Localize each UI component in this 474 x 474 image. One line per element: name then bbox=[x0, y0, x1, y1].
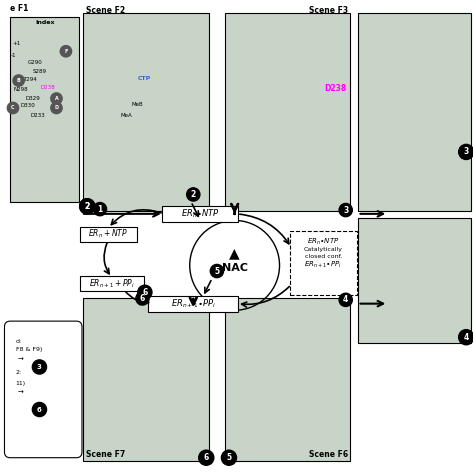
Bar bbox=[357, 12, 471, 211]
Text: $ER_{n+1}{\bullet}PP_i$: $ER_{n+1}{\bullet}PP_i$ bbox=[171, 297, 216, 310]
Circle shape bbox=[51, 102, 62, 114]
Text: 3: 3 bbox=[343, 206, 348, 215]
Text: 3: 3 bbox=[464, 147, 469, 156]
Text: 2: 2 bbox=[191, 190, 196, 199]
Text: D238: D238 bbox=[324, 83, 346, 92]
Text: Scene F6: Scene F6 bbox=[309, 450, 348, 459]
FancyBboxPatch shape bbox=[148, 296, 238, 312]
Text: 6: 6 bbox=[142, 288, 147, 297]
Circle shape bbox=[138, 285, 152, 300]
FancyBboxPatch shape bbox=[290, 231, 356, 295]
Text: B: B bbox=[17, 78, 20, 83]
Text: 2:: 2: bbox=[16, 370, 22, 375]
Circle shape bbox=[60, 46, 72, 57]
Text: Catalytically: Catalytically bbox=[304, 247, 343, 252]
Bar bbox=[225, 12, 350, 211]
Text: $ER_{n+1}{\bullet}PP_i$: $ER_{n+1}{\bullet}PP_i$ bbox=[304, 260, 342, 270]
Circle shape bbox=[80, 199, 95, 214]
Text: S289: S289 bbox=[33, 69, 47, 74]
Text: closed conf.: closed conf. bbox=[305, 255, 342, 259]
Text: +1: +1 bbox=[12, 41, 21, 46]
Circle shape bbox=[51, 93, 62, 104]
Circle shape bbox=[13, 75, 24, 86]
Text: 3: 3 bbox=[37, 364, 42, 370]
Text: Scene F7: Scene F7 bbox=[86, 450, 125, 459]
Text: 6: 6 bbox=[37, 407, 42, 412]
Text: 6: 6 bbox=[204, 453, 209, 462]
Bar bbox=[83, 12, 209, 211]
Circle shape bbox=[80, 199, 95, 214]
FancyBboxPatch shape bbox=[4, 321, 82, 458]
Text: $ER_n{\bullet}NTP$: $ER_n{\bullet}NTP$ bbox=[307, 237, 339, 247]
Text: A: A bbox=[55, 96, 58, 101]
Text: Scene F3: Scene F3 bbox=[309, 6, 348, 15]
Text: ▲: ▲ bbox=[229, 246, 240, 261]
Circle shape bbox=[187, 188, 200, 201]
Text: T294: T294 bbox=[23, 77, 37, 82]
Text: D329: D329 bbox=[26, 96, 40, 101]
Circle shape bbox=[221, 450, 237, 465]
Text: 5: 5 bbox=[227, 453, 231, 462]
Text: d:: d: bbox=[16, 338, 22, 344]
Text: 5: 5 bbox=[214, 266, 219, 275]
Circle shape bbox=[459, 145, 474, 159]
Bar bbox=[357, 218, 471, 343]
Circle shape bbox=[459, 329, 474, 345]
Text: $\rightarrow$: $\rightarrow$ bbox=[16, 355, 25, 362]
Text: MeA: MeA bbox=[120, 113, 132, 118]
Text: 1: 1 bbox=[97, 205, 102, 214]
Text: NAC: NAC bbox=[222, 263, 247, 273]
Text: CTP: CTP bbox=[138, 76, 152, 81]
Circle shape bbox=[32, 402, 46, 417]
FancyBboxPatch shape bbox=[162, 206, 238, 222]
Text: 6: 6 bbox=[140, 294, 145, 303]
Text: D238: D238 bbox=[41, 85, 55, 90]
Text: N298: N298 bbox=[13, 87, 28, 92]
Circle shape bbox=[210, 264, 224, 278]
Text: $ER_n{\bullet}NTP$: $ER_n{\bullet}NTP$ bbox=[181, 208, 220, 220]
Text: Index: Index bbox=[36, 20, 55, 25]
Text: 2: 2 bbox=[84, 202, 90, 211]
Circle shape bbox=[136, 292, 149, 305]
Text: F8 & F9): F8 & F9) bbox=[16, 346, 42, 352]
Circle shape bbox=[7, 102, 18, 114]
FancyBboxPatch shape bbox=[80, 227, 137, 242]
Bar bbox=[83, 299, 209, 462]
Text: F: F bbox=[64, 49, 68, 54]
Circle shape bbox=[199, 450, 214, 465]
Text: D330: D330 bbox=[20, 103, 35, 108]
Bar bbox=[225, 299, 350, 462]
Text: $ER_n + NTP$: $ER_n + NTP$ bbox=[88, 228, 128, 240]
Text: G290: G290 bbox=[28, 60, 43, 64]
Circle shape bbox=[32, 360, 46, 374]
Text: D233: D233 bbox=[30, 112, 45, 118]
Text: $ER_{n+1} + PP_i$: $ER_{n+1} + PP_i$ bbox=[89, 278, 135, 290]
Text: 11): 11) bbox=[16, 381, 26, 386]
Text: e F1: e F1 bbox=[10, 3, 28, 12]
Circle shape bbox=[339, 203, 352, 217]
Text: $\rightarrow$: $\rightarrow$ bbox=[16, 388, 25, 395]
Text: -1: -1 bbox=[11, 53, 17, 57]
Circle shape bbox=[93, 202, 107, 216]
Text: 4: 4 bbox=[343, 295, 348, 304]
Text: D: D bbox=[55, 106, 58, 110]
Bar bbox=[10, 17, 79, 201]
Text: C: C bbox=[11, 106, 15, 110]
Text: MeB: MeB bbox=[132, 102, 144, 107]
Circle shape bbox=[339, 293, 352, 307]
Text: 2: 2 bbox=[84, 202, 90, 211]
Text: 4: 4 bbox=[464, 333, 469, 342]
Text: Scene F2: Scene F2 bbox=[86, 6, 125, 15]
FancyBboxPatch shape bbox=[80, 276, 144, 292]
